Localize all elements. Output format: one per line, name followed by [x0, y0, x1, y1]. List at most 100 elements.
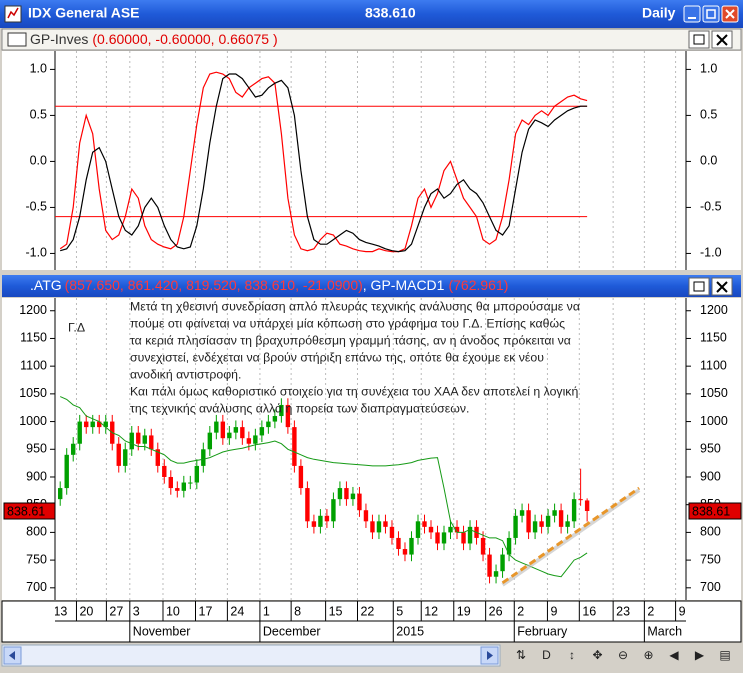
y-tick-label: 0.5	[30, 108, 47, 122]
toolbar-icon: ▤	[719, 648, 730, 662]
candle-body	[480, 537, 486, 555]
toolbar-icon: ▶	[695, 648, 705, 662]
candle-body	[545, 515, 551, 527]
candle-body	[532, 521, 538, 533]
candle-body	[487, 554, 492, 577]
x-tick-label: 23	[616, 604, 630, 618]
panel1-bg	[2, 51, 741, 270]
panel1-header	[1, 28, 742, 51]
maximize-button[interactable]	[702, 5, 720, 23]
candle-body	[506, 537, 512, 555]
panel1-close-glyph	[716, 34, 728, 46]
toolbar-button[interactable]	[561, 646, 583, 665]
y-tick-label: 750	[700, 552, 721, 566]
x-tick-label: 27	[109, 604, 123, 618]
candle-body	[58, 488, 63, 500]
x-tick-label: 20	[79, 604, 93, 618]
y-tick-label: 1000	[19, 414, 47, 428]
toolbar-button[interactable]	[510, 646, 532, 665]
candle-body	[201, 449, 206, 466]
candle-body	[526, 510, 531, 533]
x-tick-label: 26	[489, 604, 503, 618]
annotation-line: τα κεριά πλησίασαν τη βραχυπρόθεσμη γραμ…	[130, 333, 571, 347]
toolbar-icon: ◀	[669, 648, 679, 662]
y-tick-label: 0.0	[30, 154, 47, 168]
window-price: 838.610	[365, 5, 416, 21]
minimize-button[interactable]	[683, 5, 701, 23]
candle-body	[539, 521, 544, 527]
toolbar-button[interactable]	[535, 646, 558, 665]
candle-body	[292, 427, 297, 466]
y-tick-label: 900	[700, 469, 721, 483]
candle-body	[350, 493, 356, 500]
candle-body	[246, 438, 252, 444]
toolbar-icon: D	[542, 648, 551, 662]
y-tick-label: 1050	[700, 386, 728, 400]
security-params: (857.650, 861.420, 819.520, 838.610, -21…	[65, 277, 363, 293]
toolbar-button[interactable]	[663, 646, 685, 665]
x-tick-label: 19	[457, 604, 471, 618]
candle-body	[448, 526, 453, 533]
candle-body	[253, 435, 258, 444]
app-icon-glyph	[7, 7, 19, 19]
plot-area	[58, 298, 677, 600]
candle-body	[207, 432, 213, 450]
toolbar-button[interactable]	[714, 646, 736, 665]
y-tick-label: 1.0	[700, 62, 717, 76]
y-tick-label: 950	[26, 442, 47, 456]
x-tick-label: 8	[294, 604, 301, 618]
panel2-max[interactable]	[688, 277, 710, 296]
candle-body	[175, 488, 180, 491]
candle-body	[194, 465, 200, 483]
x-tick-label: 24	[230, 604, 244, 618]
x-tick-label: 13	[53, 604, 67, 618]
scrollbar[interactable]	[1, 644, 501, 667]
candle-body	[233, 427, 239, 433]
y-tick-label: -1.0	[700, 246, 722, 260]
x-tick-label: 15	[329, 604, 343, 618]
candle-body	[142, 435, 147, 444]
candle-body	[168, 476, 173, 489]
month-label: December	[263, 624, 321, 638]
scroll-right-glyph	[487, 651, 493, 660]
window-buttons	[683, 5, 739, 23]
candle-body	[344, 488, 349, 500]
candle-body	[84, 421, 89, 428]
date-axis: 13 20 27 3 10 17 24 1 8 15 22 5 12 19 26 2 9 16 23 2 9 Novemb…	[53, 601, 686, 642]
toolbar-button[interactable]	[637, 646, 660, 665]
y-tick-label: 950	[700, 442, 721, 456]
candle-body	[461, 532, 466, 544]
candle-body	[181, 482, 187, 491]
annotation-line: Και πάλι όμως καθοριστικό στοιχείο για τ…	[130, 384, 578, 398]
trendline	[501, 486, 641, 585]
candle-body	[409, 537, 414, 555]
candle-body	[318, 515, 323, 527]
candle-body	[279, 404, 284, 417]
candle-body	[64, 454, 69, 489]
scroll-left-glyph	[9, 651, 15, 660]
candle-body	[77, 421, 82, 444]
candle-body	[240, 427, 245, 439]
indicator2-name: , GP-MACD1	[363, 277, 445, 293]
x-tick-label: 3	[133, 604, 140, 618]
panel1-max[interactable]	[688, 30, 710, 49]
y-tick-label: 750	[26, 552, 47, 566]
x-tick-label: 9	[550, 604, 557, 618]
y-tick-label: 700	[700, 580, 721, 594]
candle-body	[97, 421, 102, 428]
maximize-glyph	[706, 9, 716, 19]
toolbar-button[interactable]	[586, 646, 609, 665]
indicator-line	[59, 71, 588, 253]
candle-body	[428, 526, 434, 533]
toolbar-button[interactable]	[688, 646, 711, 665]
window-period: Daily	[642, 5, 676, 21]
candle-body	[422, 521, 427, 527]
y-tick-label: 1100	[20, 358, 47, 372]
toolbar-button[interactable]	[612, 646, 634, 665]
candle-body	[396, 537, 401, 550]
y-tick-label: 1.0	[30, 62, 47, 76]
plot-area	[55, 51, 677, 270]
y-tick-label: 1100	[700, 358, 727, 372]
candle-body	[441, 532, 447, 544]
candle-body	[123, 449, 128, 466]
